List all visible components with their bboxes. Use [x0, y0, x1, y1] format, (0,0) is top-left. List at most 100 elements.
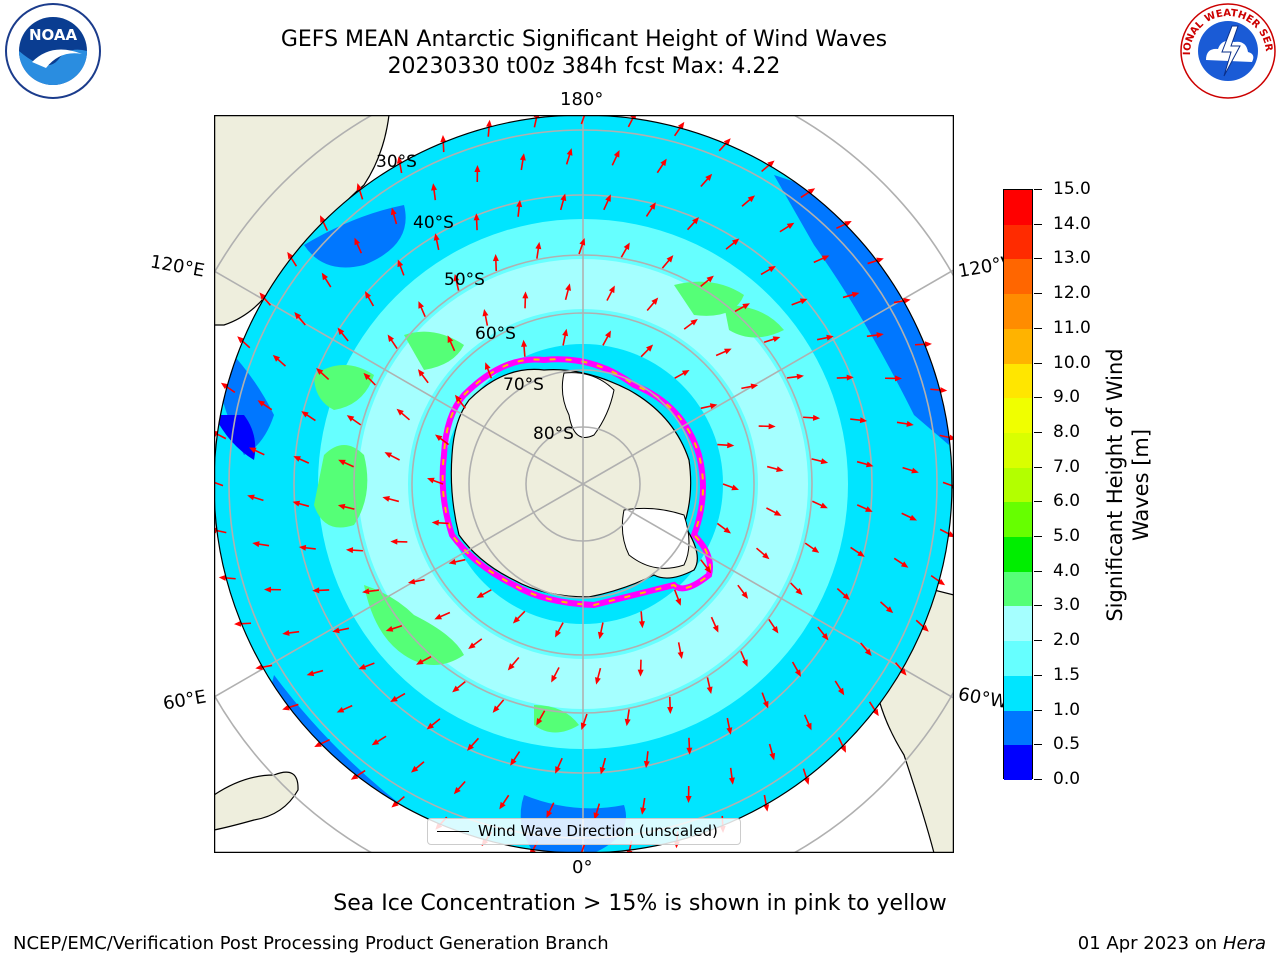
wind-wave-arrowhead: [362, 588, 370, 595]
wind-wave-arrowhead: [771, 626, 779, 634]
colorbar-segment: [1004, 363, 1032, 399]
wind-wave-arrowhead: [337, 503, 346, 510]
colorbar-tick-label: 10.0: [1053, 352, 1091, 373]
wind-wave-arrowhead: [407, 578, 416, 585]
wind-wave-arrowhead: [649, 202, 656, 210]
wind-wave-arrowhead: [434, 434, 443, 442]
wave-low-patch: [304, 205, 406, 268]
wind-wave-arrowhead: [772, 336, 781, 343]
wind-wave-arrowhead: [660, 158, 667, 167]
wind-wave-arrowhead: [337, 327, 345, 336]
wind-wave-arrowhead: [396, 408, 404, 416]
wind-wave-arrowhead: [948, 434, 954, 441]
wind-wave-arrowhead: [448, 558, 457, 565]
lat-label: 30°S: [376, 152, 417, 172]
colorbar-title-line1: Significant Height of Wind: [1103, 348, 1127, 622]
wind-wave-arrowhead: [706, 686, 713, 695]
colorbar-tick: [1034, 362, 1042, 364]
wind-wave-arrowhead: [724, 348, 732, 355]
wind-wave-arrows: [214, 115, 954, 853]
wind-wave-arrowhead: [512, 616, 520, 624]
wind-wave-arrowhead: [522, 291, 529, 299]
colorbar-tick: [1034, 640, 1042, 642]
wind-wave-arrowhead: [220, 382, 229, 390]
wind-wave-arrowhead: [417, 369, 425, 377]
lon-label-120e: 120°E: [148, 251, 207, 282]
wind-wave-arrowhead: [763, 804, 770, 812]
wind-wave-arrowhead: [593, 812, 600, 820]
wind-wave-arrowhead: [433, 233, 440, 241]
colorbar-tick-label: 7.0: [1053, 456, 1081, 477]
wind-wave-arrowhead: [677, 651, 684, 660]
wind-wave-arrowhead: [452, 685, 460, 693]
wind-wave-arrowhead: [686, 747, 693, 755]
wave-low-patch: [214, 415, 256, 460]
wind-wave-arrowhead: [382, 496, 390, 502]
wind-wave-arrowhead: [555, 766, 561, 774]
wind-wave-arrowhead: [385, 625, 394, 632]
colorbar-tick: [1034, 501, 1042, 503]
wind-wave-arrowhead: [864, 648, 872, 656]
footer-date: 01 Apr 2023 on Hera: [1078, 933, 1266, 954]
wind-wave-arrowhead: [521, 339, 528, 347]
wind-wave-arrowhead: [872, 708, 879, 717]
colorbar-tick: [1034, 605, 1042, 607]
wind-wave-arrowhead: [263, 586, 272, 593]
wind-wave-arrowhead: [580, 722, 587, 731]
wind-wave-arrowhead: [536, 717, 543, 726]
wind-wave-arrowhead: [837, 687, 845, 696]
wind-wave-arrowhead: [885, 606, 894, 614]
wind-wave-arrowhead: [426, 722, 435, 730]
wind-wave-arrowhead: [257, 400, 266, 407]
wind-wave-arrowhead: [623, 242, 630, 251]
wind-wave-arrowhead: [447, 335, 454, 343]
wind-wave-arrowhead: [769, 752, 776, 761]
wind-wave-arrowhead: [821, 632, 829, 641]
meridian-line: [582, 483, 954, 700]
wind-wave-arrowhead: [638, 621, 645, 629]
colorbar-tick: [1034, 709, 1042, 711]
colorbar-tick: [1034, 223, 1042, 225]
colorbar-segment: [1004, 502, 1032, 538]
wind-wave-arrowhead: [482, 308, 489, 317]
wind-wave-arrowhead: [666, 255, 674, 263]
colorbar-tick: [1034, 258, 1042, 260]
wind-wave-arrowhead: [358, 663, 367, 670]
wind-wave-arrowhead: [453, 786, 461, 795]
colorbar-segment: [1004, 467, 1032, 503]
wind-wave-arrowhead: [911, 467, 919, 474]
wind-wave-arrowhead: [705, 173, 713, 182]
wind-wave-arrowhead: [453, 273, 460, 282]
wind-wave-arrowhead: [431, 183, 438, 191]
colorbar-segment: [1004, 398, 1032, 434]
wind-wave-arrowhead: [924, 341, 932, 348]
wind-wave-arrowhead: [298, 544, 307, 551]
wind-wave-arrowhead: [474, 164, 481, 173]
legend-label: Wind Wave Direction (unscaled): [478, 822, 718, 840]
wind-wave-arrowhead: [486, 119, 493, 127]
wind-wave-arrowhead: [768, 423, 776, 430]
map-title: GEFS MEAN Antarctic Significant Height o…: [280, 27, 888, 52]
wind-wave-arrowhead: [510, 758, 517, 766]
wind-wave-arrowhead: [640, 807, 647, 815]
lat-label: 60°S: [475, 324, 516, 344]
sea-ice-edge: [441, 358, 711, 607]
wind-wave-arrowhead: [566, 148, 573, 156]
wind-wave-arrowhead: [255, 664, 263, 671]
wind-wave-arrowhead: [454, 394, 462, 403]
sea-ice-caption: Sea Ice Concentration > 15% is shown in …: [333, 891, 947, 916]
wind-wave-arrowhead: [851, 291, 860, 298]
colorbar-tick-label: 15.0: [1053, 179, 1091, 199]
wind-wave-arrowhead: [345, 547, 354, 554]
wind-wave-arrowhead: [726, 727, 733, 735]
wind-wave-arrowhead: [812, 414, 821, 421]
wave-high-patch: [724, 305, 784, 338]
colorbar-tick-label: 9.0: [1053, 387, 1081, 408]
colorbar-segment: [1004, 294, 1032, 330]
wind-wave-arrowhead: [390, 695, 398, 702]
wind-wave-arrowhead: [731, 484, 739, 491]
wind-wave-arrowhead: [390, 207, 397, 216]
wind-wave-arrowhead: [605, 194, 611, 202]
wind-wave-arrowhead: [762, 552, 770, 560]
wind-wave-arrowhead: [595, 677, 601, 685]
